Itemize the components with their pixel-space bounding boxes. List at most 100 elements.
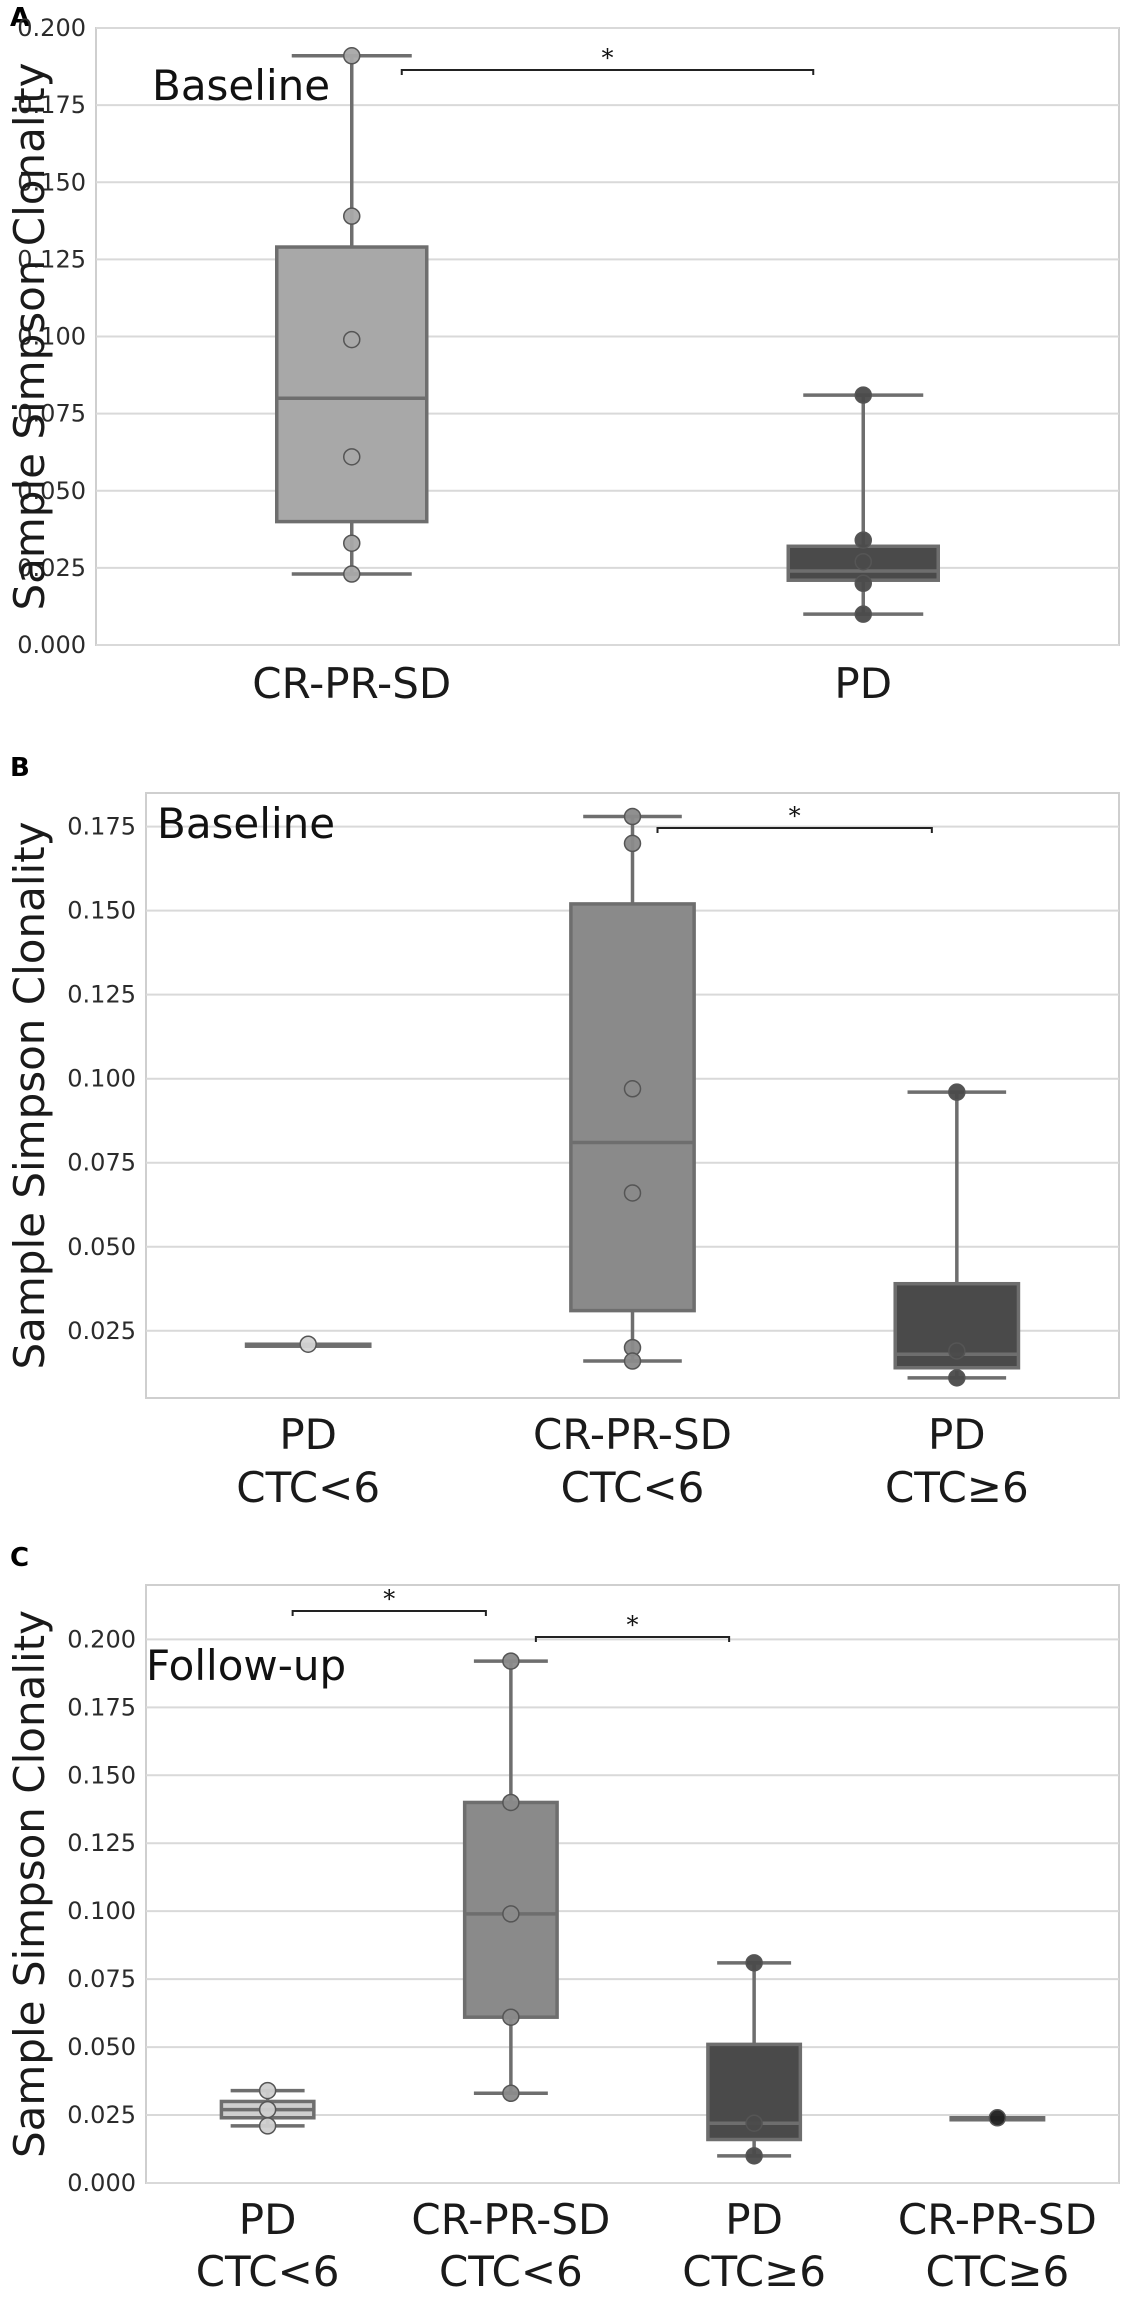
y-tick-label: 0.100 bbox=[67, 1897, 136, 1925]
significance-star: * bbox=[602, 44, 614, 72]
data-point bbox=[258, 2117, 277, 2135]
data-point bbox=[258, 2100, 277, 2119]
significance-star: * bbox=[627, 1611, 639, 1639]
box-group bbox=[949, 2109, 1046, 2127]
y-tick-label: 0.175 bbox=[17, 91, 86, 119]
data-point bbox=[502, 1652, 520, 1670]
plot-frame bbox=[145, 792, 1120, 1399]
data-point bbox=[745, 1954, 763, 1972]
data-point bbox=[854, 574, 872, 593]
x-tick-label: CR-PR-SD bbox=[411, 2195, 610, 2244]
panel-b: B 0.025 0.050 0.075 0.100 0.125 0.150 0.175 Samp… bbox=[5, 753, 1120, 1512]
data-point bbox=[854, 605, 872, 623]
y-tick-label: 0.175 bbox=[67, 813, 136, 841]
y-tick-label: 0.075 bbox=[67, 1149, 136, 1177]
data-point bbox=[343, 47, 361, 65]
y-tick-label: 0.175 bbox=[67, 1693, 136, 1721]
data-point bbox=[258, 2081, 277, 2100]
data-point bbox=[854, 552, 872, 571]
box-group bbox=[569, 807, 696, 1370]
y-tick-label: 0.200 bbox=[17, 14, 86, 42]
y-axis-label: Sample Simpson Clonality bbox=[5, 1610, 54, 2158]
y-tick-label: 0.075 bbox=[17, 400, 86, 428]
y-tick-label: 0.125 bbox=[17, 245, 86, 273]
data-point bbox=[502, 2008, 520, 2026]
box bbox=[569, 902, 696, 1313]
y-tick-label: 0.100 bbox=[67, 1065, 136, 1093]
x-tick-label: PD bbox=[725, 2195, 783, 2244]
box-group bbox=[219, 2081, 316, 2135]
panel-annotation: Follow-up bbox=[146, 1641, 346, 1690]
x-tick-label: PD bbox=[834, 659, 892, 708]
y-tick-label: 0.100 bbox=[17, 323, 86, 351]
data-point bbox=[623, 1352, 642, 1370]
panel-letter: B bbox=[10, 753, 30, 783]
x-tick-label: CTC<6 bbox=[196, 2247, 340, 2296]
y-tick-label: 0.200 bbox=[67, 1625, 136, 1653]
x-tick-label: PD bbox=[279, 1410, 337, 1459]
x-tick-label: PD bbox=[928, 1410, 986, 1459]
y-tick-label: 0.050 bbox=[67, 1233, 136, 1261]
data-point bbox=[343, 534, 361, 552]
significance-bracket bbox=[400, 69, 815, 75]
data-point bbox=[343, 330, 361, 349]
x-tick-label: CR-PR-SD bbox=[898, 2195, 1097, 2244]
x-tick-label: CTC<6 bbox=[236, 1463, 380, 1512]
y-tick-label: 0.125 bbox=[67, 1829, 136, 1857]
data-point bbox=[623, 1080, 642, 1098]
data-point bbox=[745, 2114, 763, 2132]
y-tick-label: 0.075 bbox=[67, 1965, 136, 1993]
panel-annotation: Baseline bbox=[152, 61, 330, 110]
data-point bbox=[988, 2109, 1007, 2127]
panel-letter: C bbox=[10, 1543, 29, 1573]
box-group bbox=[462, 1652, 559, 2103]
panel-annotation: Baseline bbox=[157, 799, 335, 848]
data-point bbox=[343, 207, 361, 225]
x-tick-label: CTC≥6 bbox=[885, 1463, 1029, 1512]
data-point bbox=[623, 1184, 642, 1202]
y-tick-label: 0.050 bbox=[67, 2033, 136, 2061]
data-point bbox=[343, 448, 361, 466]
data-point bbox=[948, 1369, 966, 1387]
y-tick-label: 0.025 bbox=[17, 554, 86, 582]
x-tick-label: CTC≥6 bbox=[925, 2247, 1069, 2296]
y-tick-label: 0.125 bbox=[67, 981, 136, 1009]
x-tick-label: CTC<6 bbox=[561, 1463, 705, 1512]
box bbox=[275, 245, 429, 524]
y-tick-label: 0.150 bbox=[67, 1761, 136, 1789]
panel-a: A 0.000 0.025 0.050 0.075 0.100 0.125 0.150 0.17… bbox=[5, 3, 1120, 708]
x-tick-label: CR-PR-SD bbox=[252, 659, 451, 708]
data-point bbox=[948, 1083, 966, 1101]
significance-bracket bbox=[534, 1636, 731, 1642]
y-tick-label: 0.000 bbox=[67, 2169, 136, 2197]
data-point bbox=[502, 1793, 520, 1812]
panel-c: C 0.000 0.025 0.050 0.075 0.100 0.125 0.150 0.17… bbox=[5, 1543, 1120, 2296]
box-group bbox=[244, 1335, 372, 1353]
data-point bbox=[948, 1342, 966, 1360]
y-axis-label: Sample Simpson Clonality bbox=[5, 822, 54, 1370]
y-tick-label: 0.150 bbox=[17, 168, 86, 196]
y-tick-label: 0.150 bbox=[67, 897, 136, 925]
data-point bbox=[343, 565, 361, 583]
panel-letter: A bbox=[10, 3, 30, 33]
x-tick-label: CTC≥6 bbox=[682, 2247, 826, 2296]
y-tick-label: 0.000 bbox=[17, 631, 86, 659]
x-tick-label: CR-PR-SD bbox=[533, 1410, 732, 1459]
data-point bbox=[502, 1905, 520, 1923]
y-axis-label: Sample Simpson Clonality bbox=[5, 63, 54, 611]
y-tick-label: 0.025 bbox=[67, 1317, 136, 1345]
y-tick-label: 0.025 bbox=[67, 2101, 136, 2129]
x-tick-label: PD bbox=[239, 2195, 297, 2244]
significance-star: * bbox=[789, 802, 801, 830]
data-point bbox=[299, 1335, 317, 1353]
significance-bracket bbox=[291, 1610, 487, 1616]
data-point bbox=[623, 807, 642, 826]
box-group bbox=[275, 47, 429, 583]
data-point bbox=[854, 531, 872, 549]
data-point bbox=[854, 386, 872, 404]
significance-bracket bbox=[656, 827, 933, 833]
box-group bbox=[706, 1954, 803, 2165]
box-group bbox=[893, 1083, 1021, 1387]
data-point bbox=[623, 834, 642, 853]
box-group bbox=[786, 386, 940, 623]
